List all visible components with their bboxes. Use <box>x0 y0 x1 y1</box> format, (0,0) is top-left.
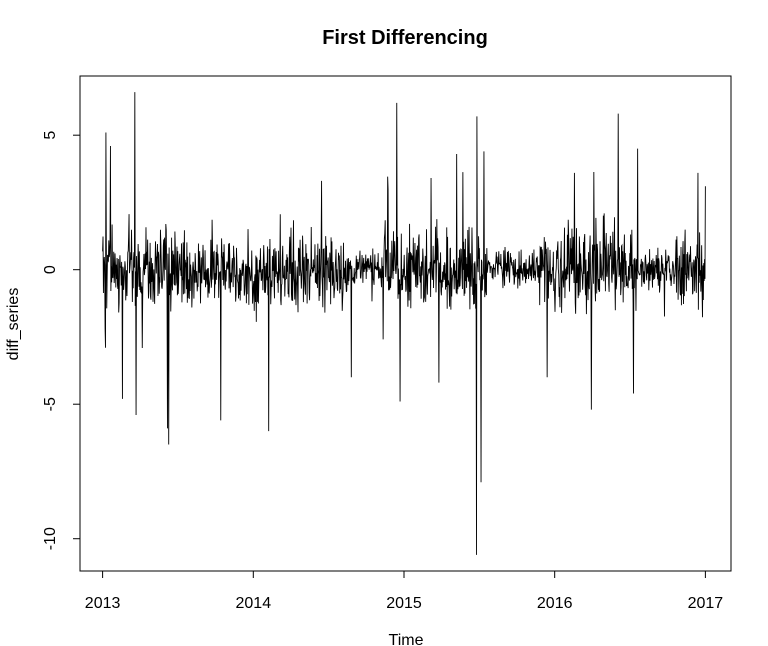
chart-title: First Differencing <box>322 27 488 49</box>
y-tick-label: 0 <box>42 265 59 274</box>
y-tick-label: -10 <box>42 527 59 550</box>
series-line-group <box>102 92 706 555</box>
y-axis: -10 -5 0 5 <box>42 131 81 550</box>
series-line <box>102 92 706 555</box>
y-tick-label: 5 <box>42 131 59 140</box>
x-tick-label: 2016 <box>537 595 573 612</box>
x-axis: 2013 2014 2015 2016 2017 <box>85 570 724 612</box>
y-tick-label: -5 <box>42 397 59 411</box>
x-tick-label: 2017 <box>688 595 724 612</box>
x-axis-label: Time <box>389 632 424 646</box>
x-tick-label: 2014 <box>236 595 272 612</box>
x-tick-label: 2015 <box>386 595 422 612</box>
y-axis-label: diff_series <box>5 288 22 361</box>
x-tick-label: 2013 <box>85 595 121 612</box>
